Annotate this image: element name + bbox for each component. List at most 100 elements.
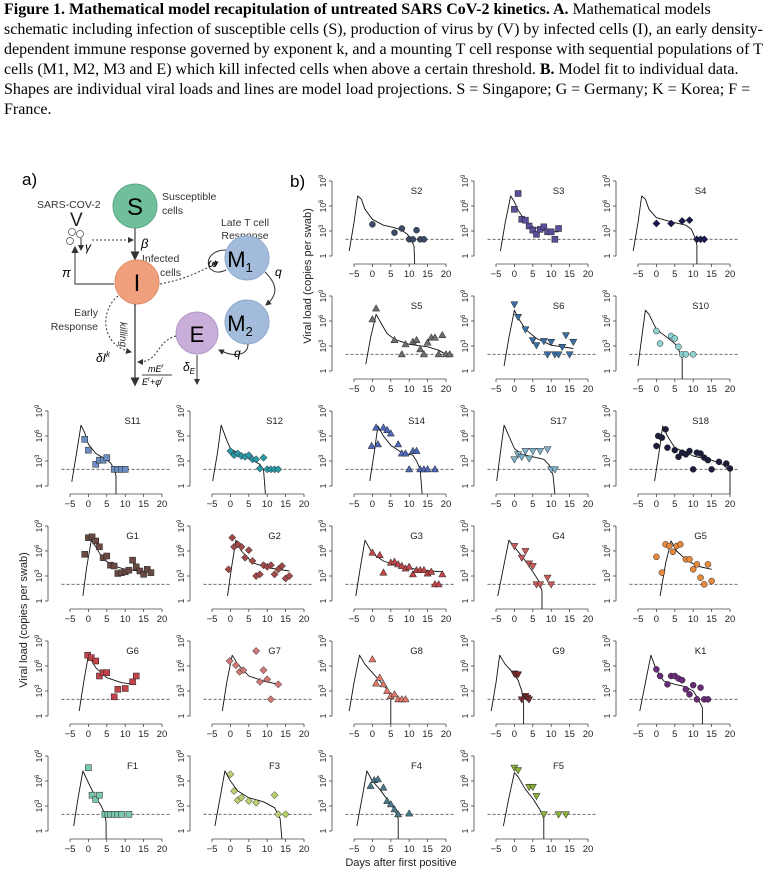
x-tick-label: 10 — [546, 844, 557, 855]
y-tick-label: 109 — [460, 289, 470, 302]
x-tick-label: 5 — [530, 844, 535, 855]
data-point — [85, 764, 92, 771]
y-tick-label: 109 — [460, 749, 470, 762]
panel-title: K1 — [695, 646, 707, 657]
data-point — [244, 546, 253, 555]
y-tick-label: 1 — [460, 828, 470, 833]
model-projection-line — [659, 540, 712, 597]
data-point — [522, 216, 529, 224]
data-point — [226, 770, 235, 779]
x-tick-label: 10 — [120, 614, 131, 625]
panel-G3: 1 103 106 109 −5 0 5 10 15 20 G3 — [318, 519, 456, 625]
omega-label: ω — [208, 256, 217, 270]
data-point — [372, 423, 381, 431]
data-point — [664, 681, 671, 688]
x-tick-label: 0 — [654, 384, 659, 395]
y-tick-label: 106 — [318, 544, 328, 557]
x-tick-label: 5 — [388, 614, 393, 625]
panel-title: S18 — [692, 416, 709, 427]
x-tick-label: 20 — [583, 269, 594, 280]
y-tick-label: 109 — [460, 174, 470, 187]
data-point — [88, 791, 96, 799]
x-tick-label: −5 — [633, 614, 644, 625]
data-point — [675, 453, 682, 461]
data-point — [669, 548, 677, 556]
data-point — [697, 684, 704, 691]
panel-label-a: a) — [22, 170, 37, 189]
data-point — [413, 226, 420, 234]
beta-label: β — [140, 236, 149, 251]
data-point — [398, 225, 406, 232]
data-point — [129, 678, 136, 686]
x-tick-label: 10 — [688, 269, 699, 280]
M1-label: M1 — [227, 247, 253, 275]
proliferation-loop-arrow — [207, 249, 227, 273]
data-point — [666, 542, 673, 550]
data-point — [375, 550, 384, 559]
y-tick-label: 109 — [176, 404, 186, 417]
x-tick-label: 10 — [120, 499, 131, 510]
data-point — [689, 466, 697, 473]
x-tick-label: 15 — [422, 614, 433, 625]
data-point — [445, 350, 454, 358]
data-point — [434, 350, 443, 358]
y-tick-label: 103 — [318, 684, 328, 697]
x-tick-label: 5 — [104, 729, 109, 740]
data-point — [423, 465, 432, 473]
data-point — [92, 796, 100, 803]
data-point — [244, 451, 253, 460]
data-point — [554, 811, 563, 819]
x-tick-label: 0 — [86, 844, 91, 855]
x-tick-label: 15 — [706, 614, 717, 625]
y-tick-label: 103 — [602, 339, 612, 352]
data-point — [372, 304, 381, 312]
y-tick-label: 103 — [602, 224, 612, 237]
y-tick-label: 106 — [460, 199, 470, 212]
data-point — [547, 581, 556, 589]
data-point — [671, 446, 679, 454]
y-tick-label: 103 — [318, 799, 328, 812]
panel-F1: 1 103 106 109 −5 0 5 10 15 20 F1 — [34, 749, 172, 855]
M1-to-M2-arrow — [264, 271, 276, 306]
data-point — [231, 661, 240, 670]
data-point — [233, 540, 242, 549]
panel-F4: 1 103 106 109 −5 0 5 10 15 20 F4 — [318, 749, 456, 855]
x-tick-label: 20 — [157, 499, 168, 510]
model-projection-line — [496, 424, 556, 495]
y-tick-label: 103 — [460, 569, 470, 582]
y-tick-label: 1 — [318, 828, 328, 833]
data-point — [416, 345, 425, 353]
panel-title: S14 — [408, 416, 425, 427]
x-tick-label: 10 — [262, 614, 273, 625]
data-point — [689, 351, 697, 358]
data-point — [252, 798, 261, 807]
x-tick-label: 15 — [564, 729, 575, 740]
y-tick-label: 106 — [176, 429, 186, 442]
data-point — [110, 562, 118, 570]
data-point — [517, 696, 526, 704]
panel-S18: 1 103 106 109 −5 0 5 10 15 20 S18 — [602, 404, 740, 510]
data-point — [514, 767, 523, 775]
x-tick-label: 20 — [299, 844, 310, 855]
panel-title: S12 — [266, 416, 283, 427]
panel-title: F5 — [553, 761, 564, 772]
x-tick-label: 20 — [583, 844, 594, 855]
data-point — [510, 301, 519, 309]
data-point — [678, 676, 686, 684]
data-point — [96, 791, 103, 799]
x-tick-label: 5 — [246, 614, 251, 625]
killing-rate-formula: mEr Er+φr — [142, 364, 172, 387]
y-axis-label-top: Viral load (copies per swab) — [302, 208, 314, 344]
x-tick-label: 5 — [672, 384, 677, 395]
data-point — [103, 669, 111, 676]
x-tick-label: 10 — [404, 844, 415, 855]
data-point — [689, 681, 697, 689]
panel-G8: 1 103 106 109 −5 0 5 10 15 20 G8 — [318, 634, 456, 740]
y-tick-label: 109 — [318, 749, 328, 762]
data-point — [274, 465, 283, 474]
x-tick-label: 20 — [725, 384, 736, 395]
panel-title: S17 — [550, 416, 567, 427]
x-tick-label: 0 — [370, 499, 375, 510]
data-point — [225, 657, 234, 665]
data-point — [528, 337, 537, 345]
